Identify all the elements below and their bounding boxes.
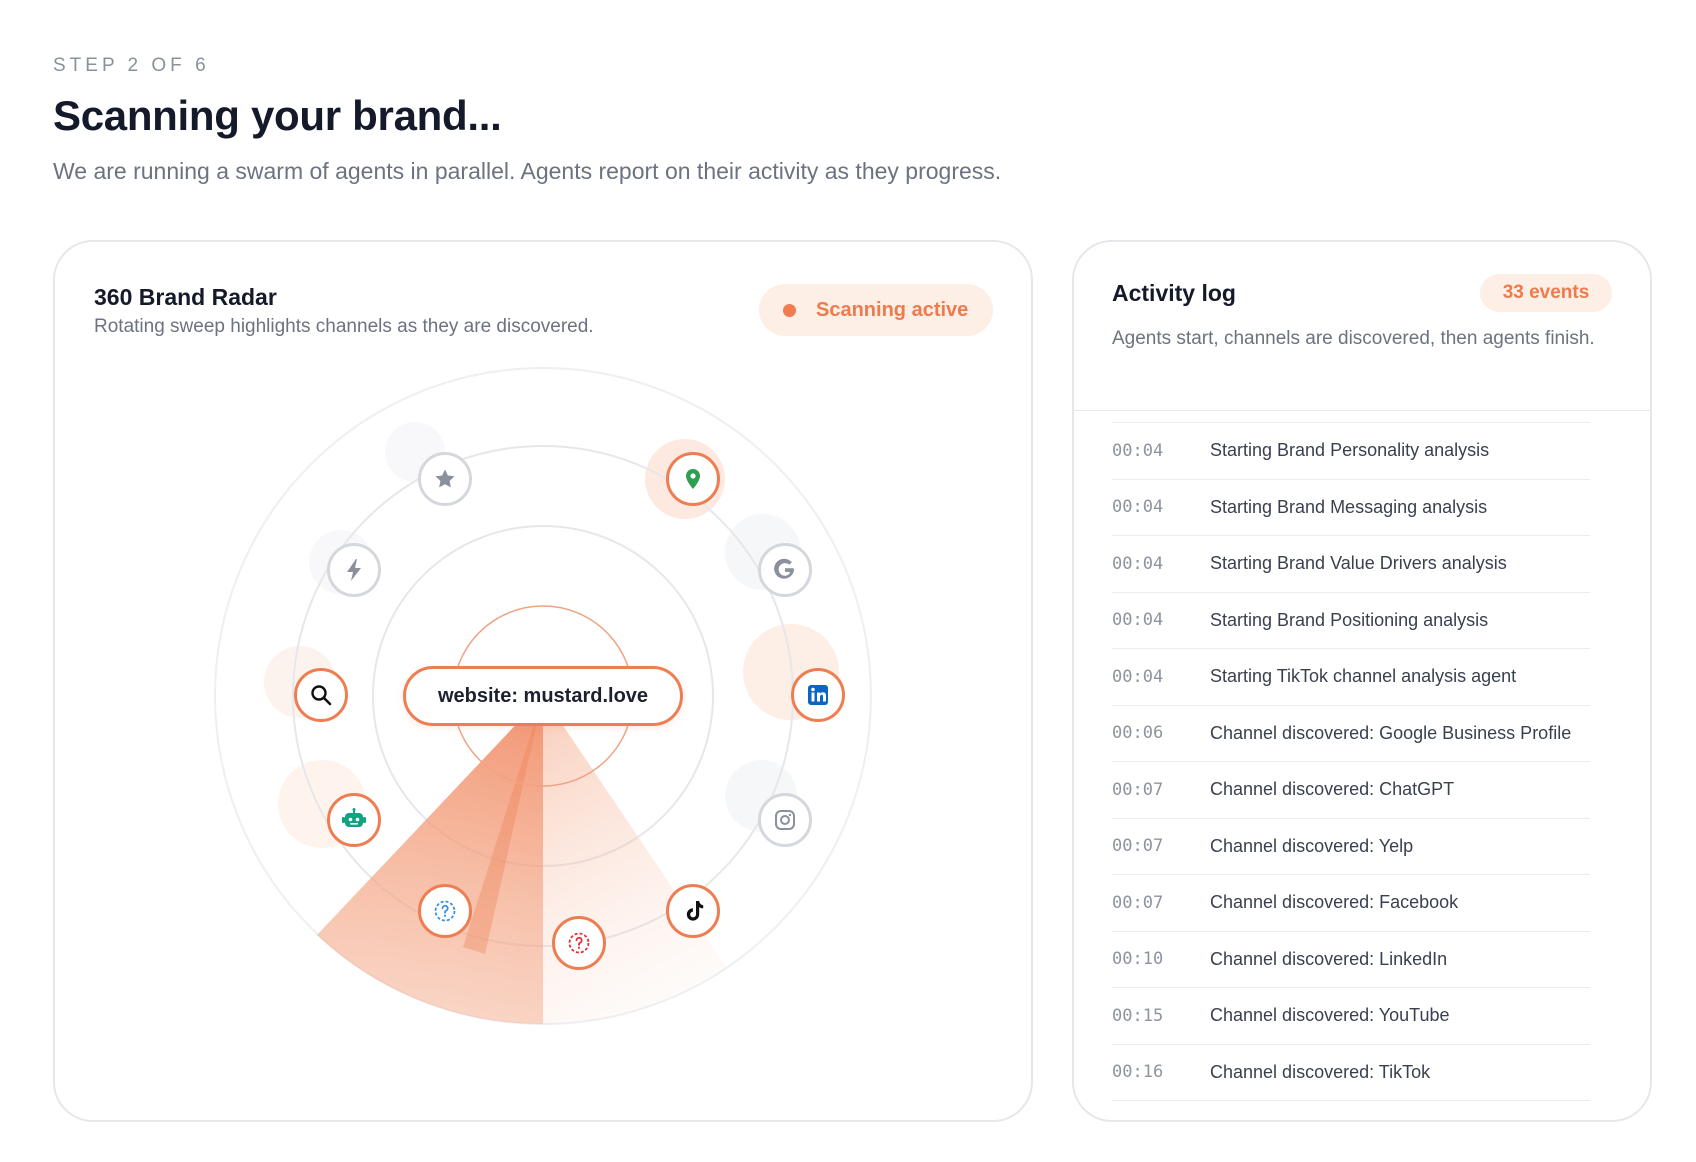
divider [1074, 410, 1650, 411]
log-time: 00:04 [1112, 497, 1164, 518]
log-row: 00:07 Channel discovered: Facebook [1112, 875, 1590, 932]
channel-node-lightning[interactable] [327, 543, 381, 597]
log-row: 00:04 Starting TikTok channel analysis ag… [1112, 649, 1590, 706]
radar-graphic [214, 367, 872, 1025]
star-icon [435, 469, 455, 488]
log-row: 00:07 Channel discovered: ChatGPT [1112, 762, 1590, 819]
log-row: 00:04 Starting Brand Value Drivers analys… [1112, 536, 1590, 593]
log-time: 00:06 [1112, 723, 1164, 744]
activity-log-title: Activity log [1112, 280, 1236, 306]
log-message: Starting Brand Personality analysis [1210, 440, 1490, 461]
tiktok-icon [686, 901, 704, 921]
log-row: 00:16 Channel discovered: TikTok [1112, 1045, 1590, 1101]
activity-log-list[interactable]: 00:04 Starting Brand Personality analysis… [1112, 422, 1590, 1101]
log-message: Starting TikTok channel analysis agent [1210, 666, 1517, 687]
log-message: Channel discovered: LinkedIn [1210, 948, 1448, 969]
log-row: 00:04 Starting Brand Messaging analysis [1112, 480, 1590, 536]
log-time: 00:04 [1112, 610, 1164, 631]
google-icon [774, 558, 794, 579]
log-row: 00:10 Channel discovered: LinkedIn [1112, 932, 1590, 988]
status-label: Scanning active [816, 298, 969, 321]
channel-node-unknown-red[interactable] [552, 916, 606, 970]
radar-sweep-beam [463, 696, 543, 954]
log-time: 00:04 [1112, 666, 1164, 687]
log-message: Channel discovered: YouTube [1210, 1005, 1450, 1026]
step-indicator: STEP 2 OF 6 [53, 55, 210, 76]
search-icon [311, 685, 332, 706]
activity-log-subtitle: Agents start, channels are discovered, t… [1112, 328, 1595, 349]
channel-node-star[interactable] [418, 452, 472, 506]
page-title: Scanning your brand... [53, 92, 502, 139]
log-row: 00:04 Starting Brand Positioning analysis [1112, 593, 1590, 649]
map-pin-icon [686, 469, 700, 489]
log-message: Channel discovered: Google Business Prof… [1210, 722, 1572, 743]
log-time: 00:04 [1112, 553, 1164, 574]
log-time: 00:07 [1112, 779, 1164, 800]
log-time: 00:07 [1112, 836, 1164, 857]
log-time: 00:10 [1112, 949, 1164, 970]
events-count-badge: 33 events [1480, 274, 1612, 312]
log-message: Channel discovered: ChatGPT [1210, 779, 1455, 800]
log-message: Starting Brand Messaging analysis [1210, 496, 1488, 517]
channel-node-linkedin[interactable] [791, 668, 845, 722]
radar-sweep [317, 696, 543, 1025]
brand-radar-card: 360 Brand Radar Rotating sweep highlight… [53, 240, 1033, 1122]
log-time: 00:04 [1112, 440, 1164, 461]
linkedin-icon [808, 685, 828, 705]
log-message: Channel discovered: Facebook [1210, 892, 1459, 913]
channel-node-chatbot[interactable] [327, 793, 381, 847]
lightning-icon [347, 559, 361, 581]
log-row: 00:04 Starting Brand Personality analysis [1112, 423, 1590, 480]
channel-node-instagram[interactable] [758, 793, 812, 847]
status-dot [783, 303, 796, 317]
page-subtitle: We are running a swarm of agents in para… [53, 158, 1002, 184]
robot-icon [342, 808, 366, 827]
log-row: 00:07 Channel discovered: Yelp [1112, 819, 1590, 875]
radar-title: 360 Brand Radar [94, 284, 277, 310]
log-time: 00:15 [1112, 1005, 1164, 1026]
scanning-status-badge: Scanning active [759, 284, 993, 336]
log-time: 00:07 [1112, 892, 1164, 913]
instagram-icon [775, 810, 795, 830]
log-message: Starting Brand Value Drivers analysis [1210, 553, 1507, 574]
log-message: Channel discovered: TikTok [1210, 1061, 1431, 1082]
target-website-pill[interactable]: website: mustard.love [403, 666, 683, 726]
log-row: 00:15 Channel discovered: YouTube [1112, 988, 1590, 1045]
log-time: 00:16 [1112, 1062, 1164, 1083]
channel-node-search[interactable] [294, 668, 348, 722]
channel-node-maps[interactable] [666, 452, 720, 506]
question-blue-icon [434, 900, 456, 922]
activity-log-card: Activity log 33 events Agents start, cha… [1072, 240, 1652, 1122]
channel-node-unknown-blue[interactable] [418, 884, 472, 938]
log-row: 00:06 Channel discovered: Google Business… [1112, 706, 1590, 762]
channel-node-google[interactable] [758, 543, 812, 597]
question-red-icon [568, 932, 590, 954]
radar-subtitle: Rotating sweep highlights channels as th… [94, 316, 594, 337]
log-message: Starting Brand Positioning analysis [1210, 609, 1489, 630]
channel-node-tiktok[interactable] [666, 884, 720, 938]
log-message: Channel discovered: Yelp [1210, 835, 1414, 856]
